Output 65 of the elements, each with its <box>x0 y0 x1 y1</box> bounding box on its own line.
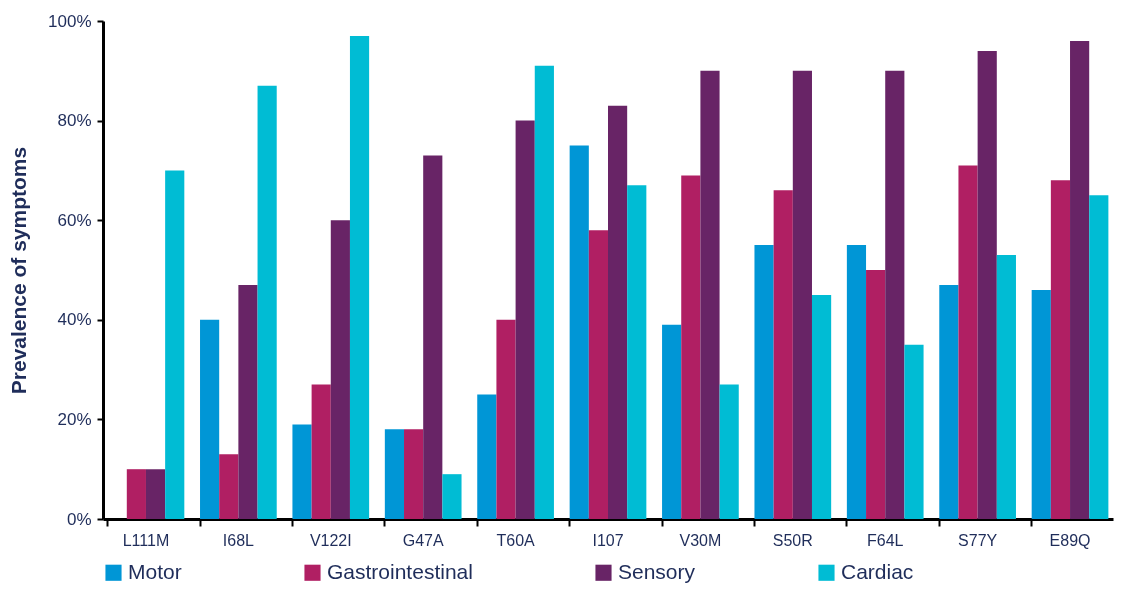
bar <box>977 50 997 519</box>
bar <box>165 170 185 519</box>
bar <box>700 70 720 519</box>
bar <box>588 230 608 519</box>
bar <box>569 145 589 519</box>
x-tick-label: V122I <box>309 531 352 549</box>
x-tick-label: L111M <box>122 531 170 549</box>
bar <box>257 85 277 519</box>
bar <box>719 384 739 519</box>
y-tick-label: 40% <box>57 310 92 330</box>
x-tick-label: I107 <box>592 531 624 549</box>
bar <box>996 255 1016 519</box>
legend-label: Motor <box>128 559 182 583</box>
bar <box>442 474 462 519</box>
bar <box>792 70 812 519</box>
bar <box>219 454 239 519</box>
y-tick-label: 100% <box>48 11 92 31</box>
x-tick-label: V30M <box>679 531 722 549</box>
y-tick-label: 60% <box>57 210 92 230</box>
bar <box>1050 180 1071 519</box>
bar <box>349 35 370 519</box>
bar <box>311 384 331 519</box>
bar <box>238 284 258 519</box>
bar <box>627 185 647 519</box>
legend-label: Gastrointestinal <box>327 559 473 583</box>
bar <box>145 469 166 519</box>
x-tick-label: T60A <box>496 531 536 549</box>
bar <box>404 429 424 519</box>
y-tick-label: 80% <box>57 111 92 131</box>
bar <box>904 344 924 519</box>
bar <box>866 270 886 519</box>
bar <box>662 324 682 519</box>
x-tick-label: F64L <box>866 531 904 549</box>
bar <box>126 469 146 519</box>
bar <box>1089 195 1109 519</box>
bar <box>292 424 312 519</box>
legend-label: Cardiac <box>841 559 914 583</box>
bar <box>939 284 959 519</box>
bar <box>330 220 350 519</box>
bar <box>773 190 793 519</box>
bar <box>477 394 497 519</box>
y-tick-label: 20% <box>57 409 92 429</box>
x-tick-label: I68L <box>222 531 255 549</box>
bar <box>608 105 628 519</box>
x-tick-label: S77Y <box>958 531 998 549</box>
bar <box>681 175 701 519</box>
bar <box>200 319 220 519</box>
bar <box>1031 289 1051 519</box>
bar <box>754 245 774 519</box>
bar <box>423 155 443 519</box>
bar <box>1070 40 1090 519</box>
bar <box>885 70 905 519</box>
y-axis-title: Prevalence of symptoms <box>7 146 31 395</box>
bar <box>384 429 405 519</box>
bar <box>515 120 535 519</box>
x-tick-label: E89Q <box>1049 531 1091 549</box>
bar <box>846 245 867 519</box>
bar <box>534 65 554 519</box>
bar <box>811 294 832 519</box>
bar <box>958 165 978 519</box>
x-tick-label: G47A <box>402 531 444 549</box>
bar <box>496 319 516 519</box>
x-tick-label: S50R <box>772 531 813 549</box>
legend-label: Sensory <box>618 559 696 583</box>
y-tick-label: 0% <box>66 509 92 529</box>
